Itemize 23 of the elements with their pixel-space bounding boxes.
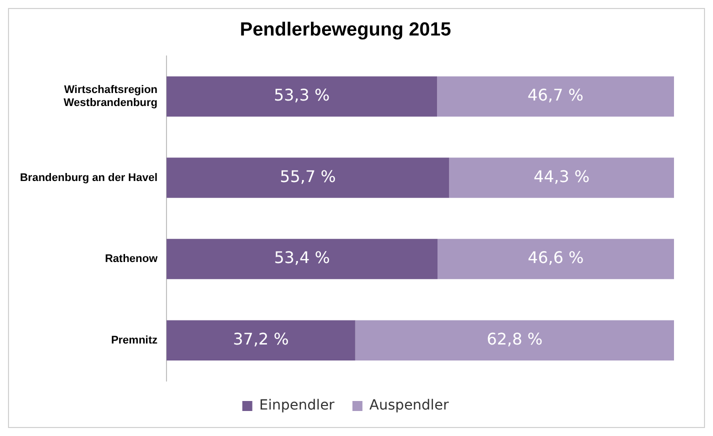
legend-label: Einpendler	[259, 398, 335, 414]
data-label: 55,7 %	[280, 166, 336, 186]
data-label: 62,8 %	[486, 330, 543, 349]
bar	[166, 320, 356, 360]
bar	[438, 238, 674, 280]
data-label: 53,3 %	[274, 86, 330, 105]
data-label: 46,6 %	[528, 248, 584, 268]
data-label: 37,2 %	[232, 330, 289, 349]
legend-label: Auspendler	[369, 398, 449, 414]
bar	[437, 76, 674, 117]
bar	[355, 320, 674, 360]
bar	[166, 158, 450, 198]
data-label: 44,3 %	[534, 166, 590, 186]
chart-title: Pendlerbewegung 2015	[240, 20, 452, 41]
y-tick-label: Wirtschaftsregion Westbrandenburg	[64, 84, 158, 110]
y-tick-label: Brandenburg an der Havel	[20, 172, 158, 184]
bar	[166, 238, 438, 280]
data-label: 46,7 %	[528, 86, 584, 105]
bar	[166, 76, 438, 117]
data-label: 53,4 %	[274, 248, 330, 268]
bar	[449, 158, 674, 198]
y-tick-label: Premnitz	[111, 334, 158, 346]
y-tick-label: Rathenow	[104, 253, 158, 266]
